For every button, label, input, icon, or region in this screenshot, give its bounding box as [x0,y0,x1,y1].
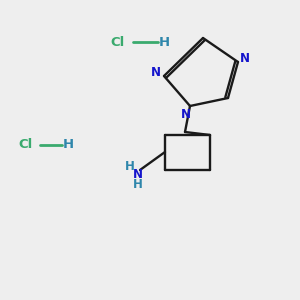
Text: H: H [159,35,170,49]
Text: N: N [151,65,161,79]
Text: Cl: Cl [110,35,124,49]
Text: N: N [240,52,250,64]
Text: N: N [133,169,143,182]
Text: H: H [63,139,74,152]
Text: H: H [133,178,143,191]
Text: H: H [125,160,135,173]
Text: N: N [181,107,191,121]
Text: Cl: Cl [18,139,32,152]
